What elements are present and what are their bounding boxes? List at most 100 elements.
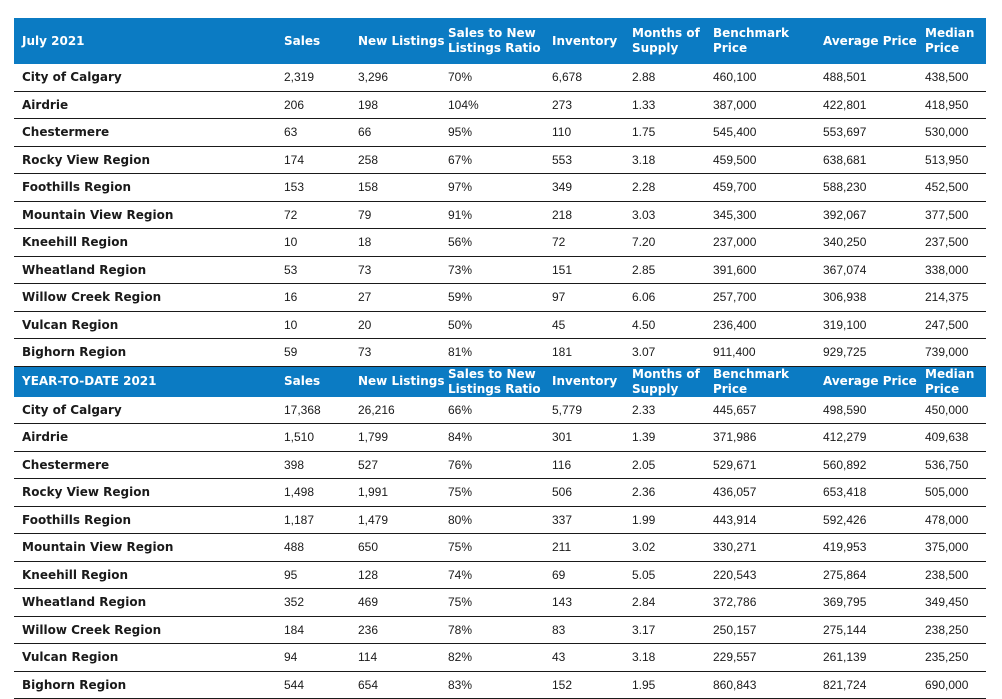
region-name: City of Calgary [14, 396, 284, 424]
cell-inventory: 97 [552, 283, 632, 312]
months-of-supply-header: Months of Supply [632, 26, 700, 55]
cell-sales: 1,187 [284, 506, 358, 534]
average-price-header: Average Price [823, 33, 917, 48]
cell-new-listings: 1,479 [358, 506, 448, 534]
cell-median: 690,000 [925, 671, 986, 699]
cell-benchmark: 445,657 [713, 396, 823, 424]
table-row: Vulcan Region 94 114 82% 43 3.18 229,557 261,13… [14, 643, 986, 672]
cell-median: 238,500 [925, 561, 986, 589]
inventory-header: Inventory [552, 33, 618, 48]
cell-months: 2.84 [632, 588, 713, 617]
cell-inventory: 337 [552, 506, 632, 534]
cell-average: 560,892 [823, 451, 925, 479]
cell-median: 214,375 [925, 283, 986, 312]
cell-median: 237,500 [925, 228, 986, 257]
cell-months: 6.06 [632, 283, 713, 312]
cell-sales: 59 [284, 338, 358, 367]
cell-sales: 94 [284, 643, 358, 672]
cell-benchmark: 460,100 [713, 64, 823, 92]
cell-ratio: 84% [448, 423, 552, 452]
cell-median: 238,250 [925, 616, 986, 644]
cell-months: 2.05 [632, 451, 713, 479]
cell-benchmark: 330,271 [713, 533, 823, 562]
cell-median: 450,000 [925, 396, 986, 424]
cell-median: 452,500 [925, 173, 986, 202]
sales-header: Sales [284, 33, 321, 48]
region-name: Kneehill Region [14, 228, 284, 257]
cell-inventory: 218 [552, 201, 632, 229]
cell-average: 392,067 [823, 201, 925, 229]
cell-new-listings: 469 [358, 588, 448, 617]
cell-average: 306,938 [823, 283, 925, 312]
cell-ratio: 104% [448, 91, 552, 119]
cell-months: 1.39 [632, 423, 713, 452]
cell-median: 418,950 [925, 91, 986, 119]
region-name: City of Calgary [14, 64, 284, 92]
cell-months: 2.36 [632, 478, 713, 507]
median-price-header: Median Price [925, 366, 975, 396]
cell-average: 653,418 [823, 478, 925, 507]
section-header-row: July 2021 Sales New Listings Sales to New L… [14, 18, 986, 64]
table-row: City of Calgary 17,368 26,216 66% 5,779 2.33 4… [14, 396, 986, 424]
cell-median: 536,750 [925, 451, 986, 479]
cell-median: 349,450 [925, 588, 986, 617]
region-name: Vulcan Region [14, 311, 284, 339]
cell-new-listings: 73 [358, 338, 448, 367]
table-row: Willow Creek Region 16 27 59% 97 6.06 257,700 3… [14, 283, 986, 312]
table-row: City of Calgary 2,319 3,296 70% 6,678 2.88 460… [14, 64, 986, 92]
cell-months: 3.18 [632, 146, 713, 174]
cell-months: 3.03 [632, 201, 713, 229]
cell-benchmark: 345,300 [713, 201, 823, 229]
cell-median: 247,500 [925, 311, 986, 339]
cell-ratio: 66% [448, 396, 552, 424]
cell-benchmark: 391,600 [713, 256, 823, 284]
inventory-header: Inventory [552, 374, 618, 388]
cell-new-listings: 20 [358, 311, 448, 339]
cell-ratio: 70% [448, 64, 552, 92]
cell-average: 498,590 [823, 396, 925, 424]
cell-benchmark: 372,786 [713, 588, 823, 617]
region-name: Bighorn Region [14, 671, 284, 699]
cell-new-listings: 1,991 [358, 478, 448, 507]
cell-sales: 16 [284, 283, 358, 312]
cell-inventory: 6,678 [552, 64, 632, 92]
cell-months: 3.17 [632, 616, 713, 644]
table-row: Chestermere 63 66 95% 110 1.75 545,400 553,697 5… [14, 118, 986, 147]
cell-new-listings: 26,216 [358, 396, 448, 424]
region-name: Wheatland Region [14, 588, 284, 617]
cell-new-listings: 114 [358, 643, 448, 672]
cell-new-listings: 73 [358, 256, 448, 284]
cell-ratio: 80% [448, 506, 552, 534]
market-statistics-document: July 2021 Sales New Listings Sales to New L… [14, 18, 986, 699]
section-title: YEAR-TO-DATE 2021 [22, 374, 157, 388]
cell-average: 422,801 [823, 91, 925, 119]
cell-benchmark: 545,400 [713, 118, 823, 147]
cell-months: 5.05 [632, 561, 713, 589]
table-row: Bighorn Region 59 73 81% 181 3.07 911,400 929,7… [14, 338, 986, 367]
cell-benchmark: 529,671 [713, 451, 823, 479]
table-row: Rocky View Region 1,498 1,991 75% 506 2.36 436… [14, 478, 986, 507]
cell-new-listings: 236 [358, 616, 448, 644]
cell-sales: 398 [284, 451, 358, 479]
cell-new-listings: 654 [358, 671, 448, 699]
cell-benchmark: 860,843 [713, 671, 823, 699]
region-name: Rocky View Region [14, 146, 284, 174]
ratio-header: Sales to New Listings Ratio [448, 366, 541, 396]
region-name: Chestermere [14, 451, 284, 479]
cell-months: 1.75 [632, 118, 713, 147]
cell-months: 1.33 [632, 91, 713, 119]
cell-average: 821,724 [823, 671, 925, 699]
region-name: Chestermere [14, 118, 284, 147]
sales-header: Sales [284, 374, 321, 388]
cell-average: 367,074 [823, 256, 925, 284]
cell-ratio: 81% [448, 338, 552, 367]
cell-average: 929,725 [823, 338, 925, 367]
cell-ratio: 73% [448, 256, 552, 284]
cell-months: 3.07 [632, 338, 713, 367]
cell-inventory: 152 [552, 671, 632, 699]
section-header-row: YEAR-TO-DATE 2021 Sales New Listings Sales … [14, 366, 986, 397]
cell-average: 275,864 [823, 561, 925, 589]
table-row: Bighorn Region 544 654 83% 152 1.95 860,843 821… [14, 671, 986, 699]
cell-new-listings: 158 [358, 173, 448, 202]
cell-months: 3.02 [632, 533, 713, 562]
